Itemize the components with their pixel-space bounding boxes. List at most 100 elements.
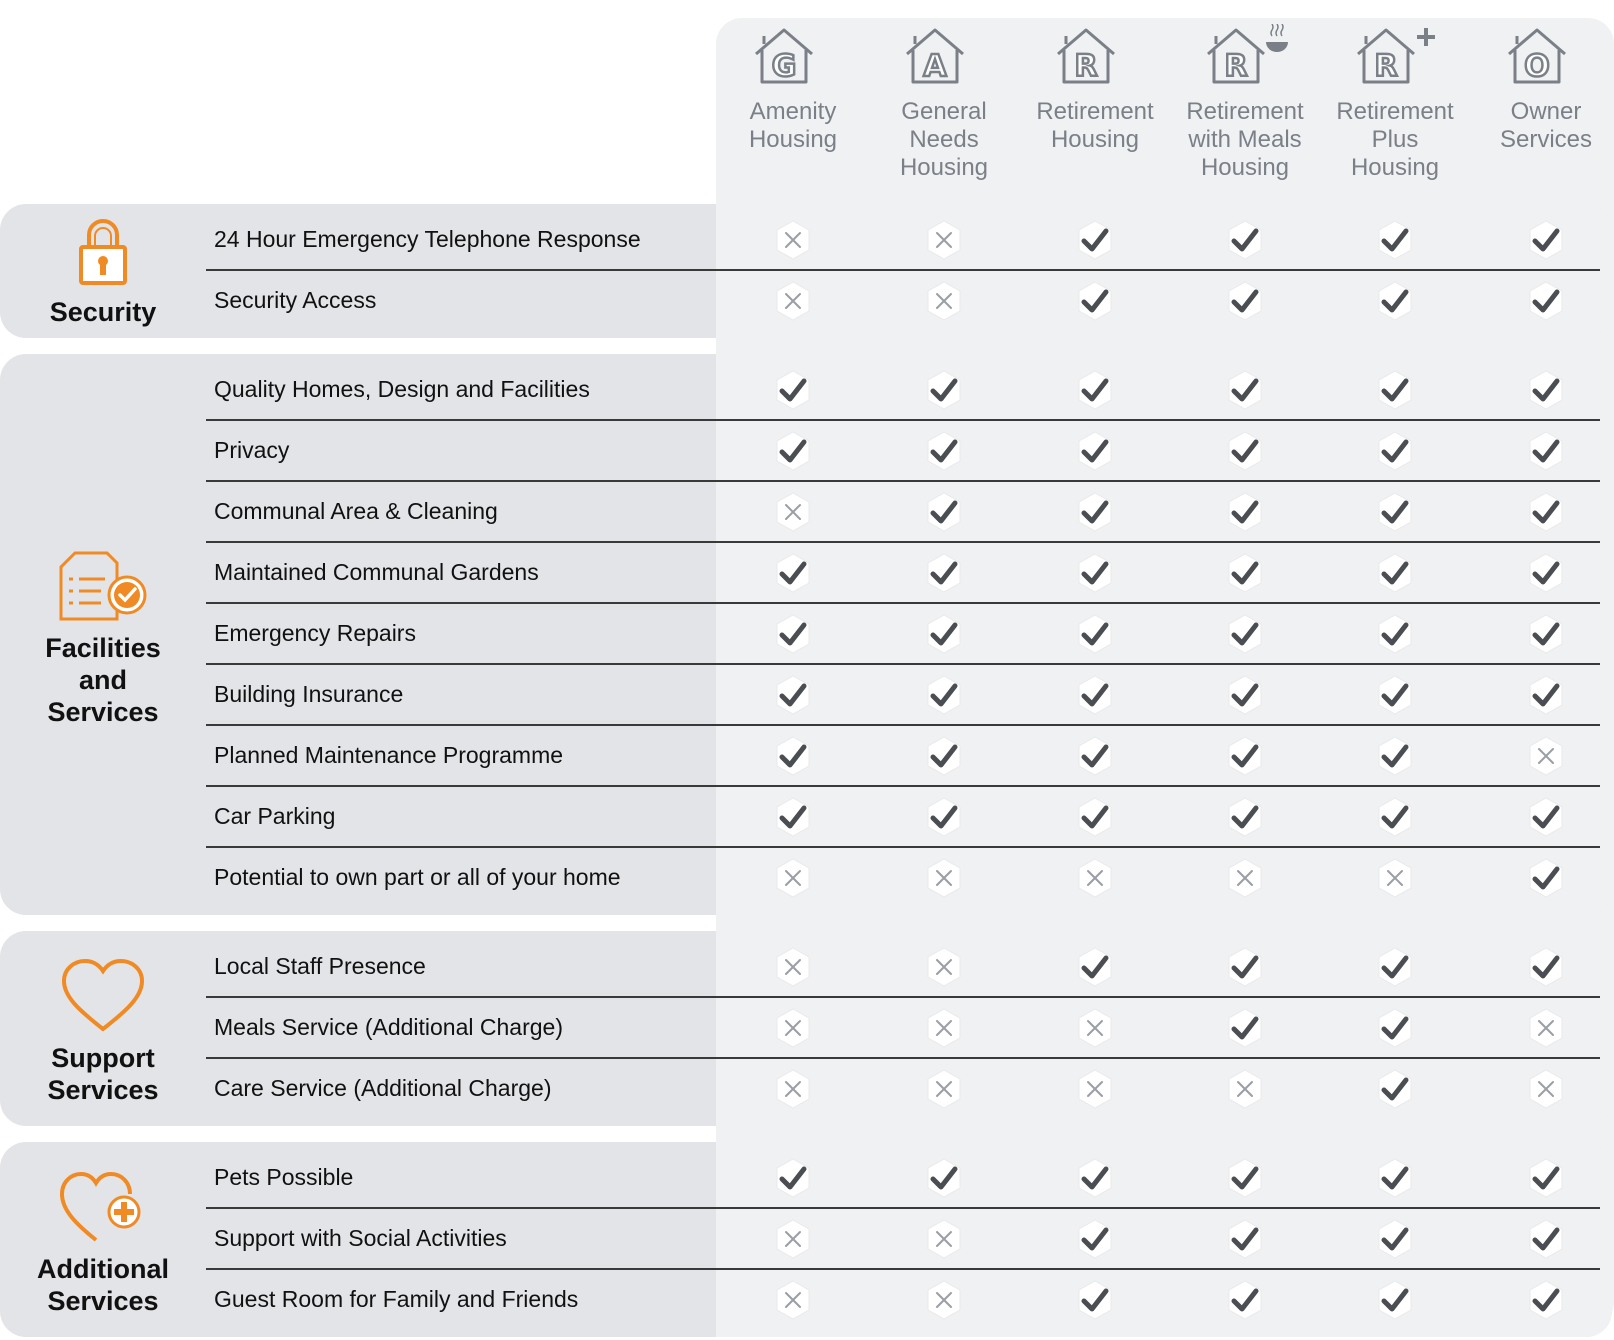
- check-icon: [1373, 429, 1417, 473]
- group-columns-tint: [716, 354, 1612, 915]
- check-icon: [1524, 1278, 1568, 1322]
- table-row: Meals Service (Additional Charge): [206, 998, 1600, 1059]
- check-icon: [922, 612, 966, 656]
- check-icon: [1524, 856, 1568, 900]
- cross-icon: [922, 218, 966, 262]
- check-icon: [1524, 218, 1568, 262]
- group-security: Security 24 Hour Emergency Telephone Resp…: [0, 204, 1612, 338]
- column-label: Amenity Housing: [748, 98, 838, 153]
- table-row: Support with Social Activities: [206, 1209, 1600, 1270]
- check-icon: [1073, 734, 1117, 778]
- column-label: Retirement Plus Housing: [1336, 98, 1454, 181]
- check-icon: [1524, 368, 1568, 412]
- table-row: Car Parking: [206, 787, 1600, 848]
- check-icon: [1223, 795, 1267, 839]
- check-icon: [771, 1156, 815, 1200]
- column-header: G Amenity Housing: [718, 28, 868, 154]
- check-icon: [922, 673, 966, 717]
- check-icon: [922, 734, 966, 778]
- check-icon: [1073, 218, 1117, 262]
- check-icon: [1223, 490, 1267, 534]
- check-icon: [922, 795, 966, 839]
- check-icon: [1524, 490, 1568, 534]
- cross-icon: [922, 279, 966, 323]
- check-icon: [1223, 1006, 1267, 1050]
- cross-icon: [771, 1278, 815, 1322]
- svg-text:R: R: [1224, 49, 1247, 84]
- svg-text:R: R: [1074, 49, 1097, 84]
- cross-icon: [1223, 1067, 1267, 1111]
- check-icon: [771, 795, 815, 839]
- column-label: Retirement with Meals Housing: [1186, 98, 1304, 181]
- check-icon: [771, 673, 815, 717]
- cross-icon: [771, 490, 815, 534]
- category-title: Security: [49, 297, 157, 327]
- feature-label: Planned Maintenance Programme: [214, 741, 564, 768]
- table-row: Quality Homes, Design and Facilities: [206, 360, 1600, 421]
- cross-icon: [922, 1217, 966, 1261]
- table-row: Local Staff Presence: [206, 937, 1600, 998]
- check-icon: [1223, 279, 1267, 323]
- cross-icon: [922, 1006, 966, 1050]
- check-icon: [1223, 218, 1267, 262]
- feature-label: Privacy: [214, 436, 290, 463]
- check-icon: [1073, 612, 1117, 656]
- feature-label: Pets Possible: [214, 1163, 354, 1190]
- group-additional: Additional Services Pets Possible Support…: [0, 1142, 1612, 1337]
- check-icon: [1373, 1278, 1417, 1322]
- column-header: A General Needs Housing: [869, 28, 1019, 182]
- house-r-icon: R: [1320, 24, 1470, 88]
- padlock-icon: [0, 217, 206, 296]
- house-r-icon: R: [1020, 24, 1170, 88]
- cross-icon: [771, 1006, 815, 1050]
- feature-label: Car Parking: [214, 802, 336, 829]
- cross-icon: [1223, 856, 1267, 900]
- table-row: Emergency Repairs: [206, 604, 1600, 665]
- check-icon: [1223, 612, 1267, 656]
- feature-label: 24 Hour Emergency Telephone Response: [214, 225, 641, 252]
- document-check-icon: [0, 549, 206, 632]
- check-icon: [1073, 1278, 1117, 1322]
- cross-icon: [1073, 1067, 1117, 1111]
- check-icon: [1223, 1217, 1267, 1261]
- cross-icon: [771, 218, 815, 262]
- cross-icon: [771, 945, 815, 989]
- check-icon: [1373, 1217, 1417, 1261]
- check-icon: [1223, 429, 1267, 473]
- check-icon: [1373, 490, 1417, 534]
- check-icon: [1073, 1217, 1117, 1261]
- cross-icon: [922, 856, 966, 900]
- cross-icon: [771, 1217, 815, 1261]
- cross-icon: [771, 856, 815, 900]
- category-title: Facilities and Services: [45, 632, 161, 727]
- svg-text:O: O: [1524, 49, 1550, 84]
- house-g-icon: G: [718, 24, 868, 88]
- check-icon: [771, 551, 815, 595]
- check-icon: [922, 368, 966, 412]
- category-label: Additional Services: [0, 1170, 206, 1317]
- column-header: R Retirement Housing: [1020, 28, 1170, 154]
- cross-icon: [1524, 1067, 1568, 1111]
- check-icon: [1373, 734, 1417, 778]
- cross-icon: [922, 1278, 966, 1322]
- svg-text:A: A: [923, 49, 947, 84]
- feature-label: Local Staff Presence: [214, 952, 426, 979]
- check-icon: [1373, 795, 1417, 839]
- check-icon: [1073, 551, 1117, 595]
- cross-icon: [1073, 856, 1117, 900]
- check-icon: [922, 1156, 966, 1200]
- feature-label: Meals Service (Additional Charge): [214, 1013, 563, 1040]
- check-icon: [1223, 734, 1267, 778]
- feature-label: Communal Area & Cleaning: [214, 497, 498, 524]
- check-icon: [1373, 1006, 1417, 1050]
- check-icon: [1524, 279, 1568, 323]
- group-facilities: Facilities and Services Quality Homes, De…: [0, 354, 1612, 915]
- category-label: Support Services: [0, 958, 206, 1106]
- check-icon: [1373, 612, 1417, 656]
- cross-icon: [771, 1067, 815, 1111]
- feature-label: Quality Homes, Design and Facilities: [214, 375, 590, 402]
- svg-text:G: G: [772, 49, 797, 84]
- check-icon: [1073, 429, 1117, 473]
- category-title: Support Services: [47, 1042, 159, 1105]
- group-columns-tint: [716, 1142, 1612, 1337]
